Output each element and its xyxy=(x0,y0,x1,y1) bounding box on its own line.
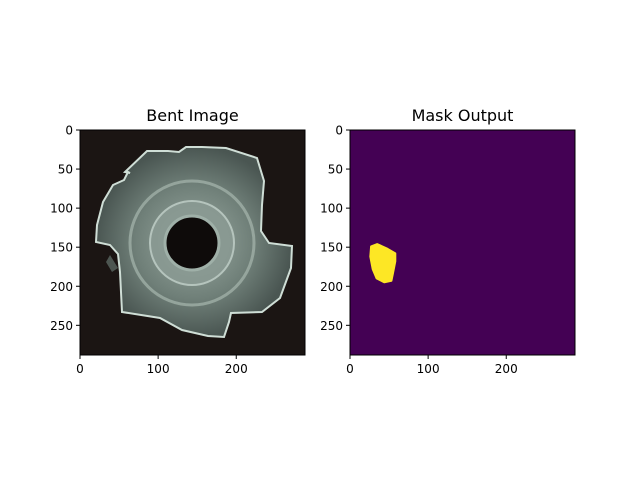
metal-nut-photo xyxy=(94,146,294,339)
mask-background xyxy=(350,130,575,355)
bent-image-xtick-label: 200 xyxy=(225,362,248,376)
bent-image-frame xyxy=(79,129,306,356)
bent-image-title: Bent Image xyxy=(146,106,238,125)
bent-image-panel: Bent Image 0 100 200 0 50 100 150 200 250 xyxy=(50,106,306,377)
mask-output-frame xyxy=(349,129,576,356)
bent-image-ytick-label: 100 xyxy=(50,202,73,216)
mask-output-ytick-label: 200 xyxy=(320,280,343,294)
mask-output-xtick-label: 100 xyxy=(417,362,440,376)
mask-output-panel: Mask Output 0 100 200 0 50 100 150 200 250 xyxy=(320,106,576,377)
mask-output-xtick-label: 200 xyxy=(495,362,518,376)
bent-image-xtick-label: 0 xyxy=(76,362,84,376)
mask-output-title: Mask Output xyxy=(412,106,514,125)
bent-image-ytick-label: 50 xyxy=(58,163,73,177)
mask-output-ytick-label: 50 xyxy=(328,163,343,177)
mask-output-ytick-label: 100 xyxy=(320,202,343,216)
nut-hole xyxy=(163,214,221,272)
bent-defect xyxy=(106,255,118,272)
bent-image-ytick-label: 150 xyxy=(50,241,73,255)
mask-output-ytick-label: 0 xyxy=(335,124,343,138)
bent-image-ytick-label: 0 xyxy=(65,124,73,138)
mask-output-ytick-label: 150 xyxy=(320,241,343,255)
mask-output-ytick-label: 250 xyxy=(320,319,343,333)
mask-output-ticks: 0 100 200 0 50 100 150 200 250 xyxy=(320,124,518,377)
bent-image-ytick-label: 250 xyxy=(50,319,73,333)
bent-image-xtick-label: 100 xyxy=(147,362,170,376)
mask-region xyxy=(369,243,397,284)
nut-inner-ring xyxy=(128,179,256,307)
bent-image-ytick-label: 200 xyxy=(50,280,73,294)
mask-output-xtick-label: 0 xyxy=(346,362,354,376)
bent-image-ticks: 0 100 200 0 50 100 150 200 250 xyxy=(50,124,248,377)
